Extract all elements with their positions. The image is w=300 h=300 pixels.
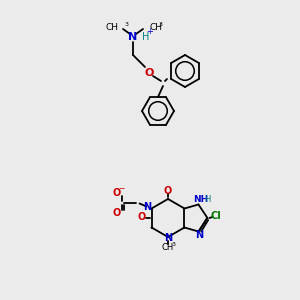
Text: NH: NH bbox=[193, 195, 208, 204]
Text: N: N bbox=[195, 230, 203, 241]
Text: O: O bbox=[144, 68, 154, 78]
Text: 3: 3 bbox=[172, 242, 176, 247]
Text: 3: 3 bbox=[159, 22, 163, 27]
Text: O: O bbox=[164, 186, 172, 196]
Text: O: O bbox=[137, 212, 146, 222]
Text: N: N bbox=[143, 202, 152, 212]
Text: N: N bbox=[128, 32, 138, 42]
Text: H: H bbox=[142, 32, 149, 42]
Text: O: O bbox=[112, 188, 121, 197]
Text: −: − bbox=[118, 184, 125, 193]
Text: N: N bbox=[164, 233, 172, 243]
Text: CH: CH bbox=[149, 22, 162, 32]
Text: CH: CH bbox=[106, 22, 119, 32]
Text: CH: CH bbox=[162, 242, 174, 251]
Text: H: H bbox=[204, 195, 211, 204]
Text: 3: 3 bbox=[125, 22, 129, 27]
Text: Cl: Cl bbox=[210, 211, 221, 221]
Text: +: + bbox=[147, 28, 153, 37]
Text: O: O bbox=[112, 208, 121, 218]
